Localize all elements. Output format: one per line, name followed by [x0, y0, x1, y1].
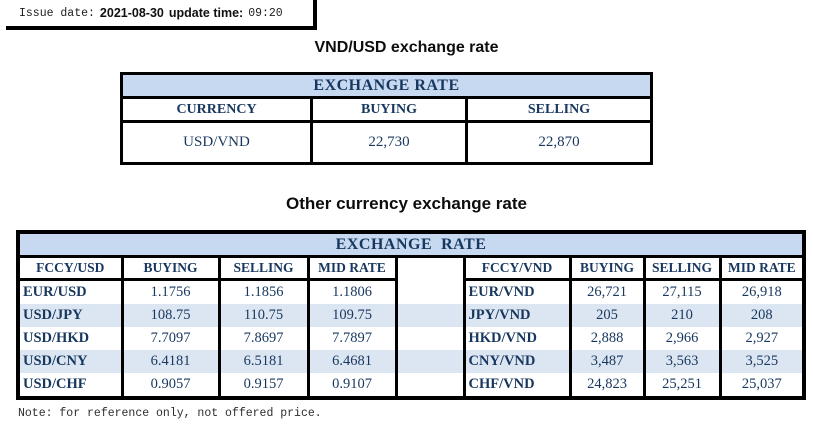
column-header-selling: SELLING — [217, 256, 310, 281]
mid-rate-cell: 26,918 — [718, 279, 806, 304]
column-header-buying: BUYING — [568, 256, 646, 281]
buying-rate-cell: 7.7097 — [120, 327, 221, 350]
exchange-rate-band: EXCHANGE RATE — [16, 230, 806, 258]
currency-pair-cell: CHF/VND — [462, 373, 572, 398]
selling-rate-cell: 110.75 — [217, 304, 310, 327]
mid-rate-cell: 25,037 — [718, 373, 806, 398]
update-time-value: 09:20 — [248, 6, 283, 20]
currency-pair-cell: USD/CNY — [16, 350, 124, 373]
note-text: Note: for reference only, not offered pr… — [18, 407, 322, 420]
table-header-row: EXCHANGE RATE — [16, 230, 806, 258]
column-header-midrate: MID RATE — [718, 256, 806, 281]
currency-pair-cell: EUR/VND — [462, 279, 572, 304]
column-header-row: FCCY/USD BUYING SELLING MID RATE FCCY/VN… — [16, 256, 806, 281]
selling-rate-cell: 3,563 — [642, 350, 722, 373]
currency-pair-cell: EUR/USD — [16, 279, 124, 304]
buying-rate-cell: 108.75 — [120, 304, 221, 327]
currency-pair-cell: USD/HKD — [16, 327, 124, 350]
issue-date-box: Issue date: 2021-08-30 update time: 09:2… — [6, 0, 317, 30]
mid-rate-cell: 208 — [718, 304, 806, 327]
column-header-buying: BUYING — [120, 256, 221, 281]
selling-rate-cell: 7.8697 — [217, 327, 310, 350]
table-header-row: EXCHANGE RATE — [120, 72, 653, 99]
buying-rate-cell: 26,721 — [568, 279, 646, 304]
mid-rate-cell: 0.9107 — [306, 373, 398, 398]
selling-rate-cell: 27,115 — [642, 279, 722, 304]
column-header-fccy-usd: FCCY/USD — [16, 256, 124, 281]
selling-rate-cell: 6.5181 — [217, 350, 310, 373]
buying-rate-cell: 24,823 — [568, 373, 646, 398]
spacer-cell — [394, 256, 466, 280]
selling-rate-cell: 210 — [642, 304, 722, 327]
spacer-cell — [394, 279, 466, 304]
buying-rate-cell: 205 — [568, 304, 646, 327]
table-row: USD/CHF 0.9057 0.9157 0.9107 CHF/VND 24,… — [16, 373, 806, 398]
buying-rate-cell: 1.1756 — [120, 279, 221, 304]
mid-rate-cell: 7.7897 — [306, 327, 398, 350]
spacer-cell — [394, 373, 466, 398]
column-header-currency: CURRENCY — [120, 96, 313, 123]
mid-rate-cell: 3,525 — [718, 350, 806, 373]
currency-pair-cell: HKD/VND — [462, 327, 572, 350]
selling-rate-cell: 2,966 — [642, 327, 722, 350]
spacer-cell — [394, 350, 466, 373]
selling-rate-cell: 22,870 — [465, 120, 653, 165]
other-rate-title: Other currency exchange rate — [286, 194, 527, 213]
currency-pair-cell: USD/JPY — [16, 304, 124, 327]
buying-rate-cell: 2,888 — [568, 327, 646, 350]
column-header-selling: SELLING — [465, 96, 653, 123]
table-row: EUR/USD 1.1756 1.1856 1.1806 EUR/VND 26,… — [16, 279, 806, 304]
mid-rate-cell: 2,927 — [718, 327, 806, 350]
mid-rate-cell: 109.75 — [306, 304, 398, 327]
issue-date-label: Issue date: — [19, 6, 95, 20]
usd-vnd-rate-table: EXCHANGE RATE CURRENCY BUYING SELLING US… — [120, 72, 653, 165]
currency-pair-cell: USD/CHF — [16, 373, 124, 398]
selling-rate-cell: 0.9157 — [217, 373, 310, 398]
column-header-fccy-vnd: FCCY/VND — [462, 256, 572, 281]
table-row: USD/CNY 6.4181 6.5181 6.4681 CNY/VND 3,4… — [16, 350, 806, 373]
buying-rate-cell: 6.4181 — [120, 350, 221, 373]
buying-rate-cell: 22,730 — [310, 120, 468, 165]
selling-rate-cell: 1.1856 — [217, 279, 310, 304]
table-row: USD/HKD 7.7097 7.8697 7.7897 HKD/VND 2,8… — [16, 327, 806, 350]
column-header-selling: SELLING — [642, 256, 722, 281]
mid-rate-cell: 6.4681 — [306, 350, 398, 373]
selling-rate-cell: 25,251 — [642, 373, 722, 398]
spacer-cell — [394, 304, 466, 327]
mid-rate-cell: 1.1806 — [306, 279, 398, 304]
currency-pair-cell: CNY/VND — [462, 350, 572, 373]
exchange-rate-band: EXCHANGE RATE — [120, 72, 653, 99]
spacer-cell — [394, 327, 466, 350]
column-header-midrate: MID RATE — [306, 256, 398, 281]
update-time-label: update time: — [168, 6, 244, 20]
table-row: USD/JPY 108.75 110.75 109.75 JPY/VND 205… — [16, 304, 806, 327]
usd-rate-title: VND/USD exchange rate — [314, 39, 499, 56]
buying-rate-cell: 3,487 — [568, 350, 646, 373]
currency-pair-cell: JPY/VND — [462, 304, 572, 327]
table-row: USD/VND 22,730 22,870 — [120, 120, 653, 165]
currency-pair-cell: USD/VND — [120, 120, 313, 165]
other-currency-rate-table: EXCHANGE RATE FCCY/USD BUYING SELLING MI… — [16, 230, 807, 400]
column-header-row: CURRENCY BUYING SELLING — [120, 96, 653, 123]
column-header-buying: BUYING — [310, 96, 468, 123]
buying-rate-cell: 0.9057 — [120, 373, 221, 398]
issue-date-value: 2021-08-30 — [99, 6, 164, 20]
